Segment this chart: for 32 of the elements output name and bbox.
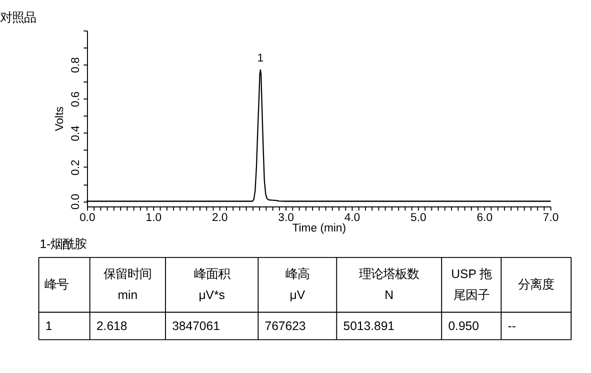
- text: 分离度: [518, 278, 554, 292]
- y-tick-label: 0.8: [70, 57, 82, 73]
- x-tick-label: 5.0: [410, 212, 426, 224]
- x-tick-label: 7.0: [542, 212, 559, 224]
- x-axis-title: Time (min): [292, 222, 346, 234]
- x-tick-label: 6.0: [476, 212, 492, 224]
- y-axis-title: Volts: [54, 106, 66, 132]
- x-tick-label: 3.0: [278, 212, 294, 224]
- text: 3847061: [172, 318, 220, 333]
- y-tick-label: 0.6: [70, 91, 82, 108]
- y-tick-label: 0.4: [70, 126, 82, 142]
- annotation: 1: [257, 52, 264, 64]
- text: USP 拖尾因子: [451, 267, 492, 302]
- text: 0.950: [448, 318, 480, 333]
- x-tick-label: 2.0: [212, 212, 228, 224]
- chart-title: 对照品: [0, 10, 36, 25]
- text: --: [508, 318, 516, 333]
- text: 峰面积 μV*s: [194, 267, 230, 302]
- text: 峰高 μV: [285, 267, 310, 302]
- text: 1: [45, 318, 52, 333]
- text: 2.618: [96, 318, 128, 333]
- x-tick-label: 1.0: [146, 212, 162, 224]
- text: 保留时间 min: [104, 267, 152, 302]
- x-tick-label: 4.0: [344, 212, 360, 224]
- text: 理论塔板数 N: [359, 267, 420, 302]
- text: 767623: [264, 318, 306, 333]
- x-tick-label: 0.0: [80, 212, 96, 224]
- text: 5013.891: [343, 318, 395, 333]
- y-tick-label: 0.0: [70, 194, 82, 210]
- text: 峰号: [44, 278, 69, 292]
- y-tick-label: 0.2: [70, 160, 82, 176]
- text: 1-烟酰胺: [40, 236, 87, 251]
